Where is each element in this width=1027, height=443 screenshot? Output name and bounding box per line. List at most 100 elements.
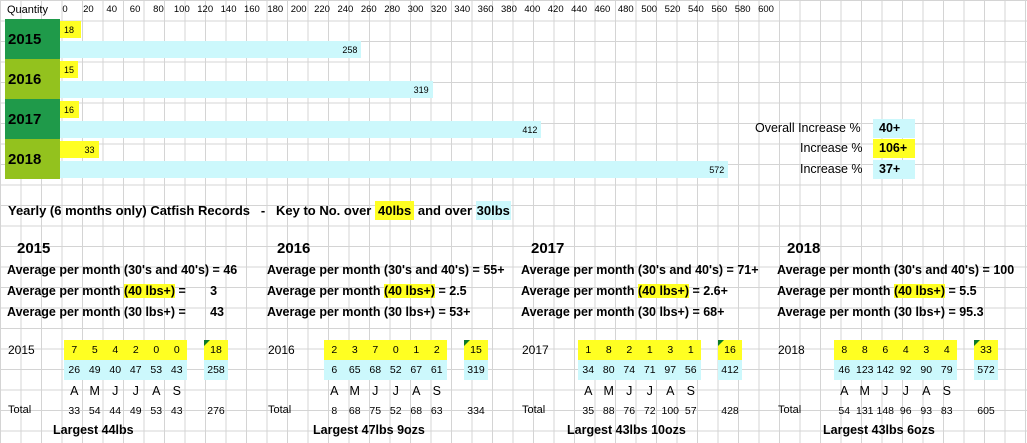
bar-data-label: 258 xyxy=(342,44,358,55)
key-prefix: Yearly (6 months only) Catfish Records -… xyxy=(8,202,375,218)
bar-data-label: 16 xyxy=(64,104,75,115)
axis-tick: 400 xyxy=(524,4,541,15)
over40-cell: 3 xyxy=(660,340,681,360)
over30-total: 412 xyxy=(718,360,742,380)
bar-over-30lbs: 572 xyxy=(60,161,729,178)
axis-tick: 360 xyxy=(477,4,494,15)
month-cell: J xyxy=(646,384,653,398)
axis-tick: 320 xyxy=(430,4,447,15)
axis-tick: 520 xyxy=(664,4,681,15)
avg-40-highlight: (40 lbs+) xyxy=(893,284,945,298)
comment-flag-icon xyxy=(464,340,470,346)
grand-total: 334 xyxy=(467,405,485,417)
month-cell: S xyxy=(942,384,951,398)
bar-over-40lbs: 16 xyxy=(60,101,79,118)
axis-tick: 0 xyxy=(62,4,68,15)
over30-cell: 52 xyxy=(385,360,406,380)
axis-tick: 140 xyxy=(220,4,237,15)
over40-cell: 4 xyxy=(895,340,916,360)
avg-40-line: Average per month (40 lbs+) = 5.5 xyxy=(777,281,977,301)
avg-40-highlight: (40 lbs+) xyxy=(383,284,435,298)
total-cell: 35 xyxy=(582,405,595,417)
over40-cell: 2 xyxy=(426,340,447,360)
panel-year-title: 2016 xyxy=(277,240,311,257)
axis-tick: 280 xyxy=(384,4,401,15)
month-cell: A xyxy=(330,384,339,398)
key-40lbs: 40lbs xyxy=(374,200,415,220)
over40-total: 18 xyxy=(204,340,228,360)
over40-cell: 7 xyxy=(365,340,386,360)
axis-tick: 340 xyxy=(454,4,471,15)
avg-40-value: = 2.6+ xyxy=(689,284,728,298)
comment-flag-icon xyxy=(718,340,724,346)
month-cell: A xyxy=(584,384,593,398)
month-cell: M xyxy=(349,384,360,398)
row-year-label: 2016 xyxy=(268,343,295,357)
total-cell: 43 xyxy=(170,405,183,417)
row-year-label: 2015 xyxy=(8,343,35,357)
over40-cell: 6 xyxy=(875,340,896,360)
over40-cell: 8 xyxy=(854,340,875,360)
over40-cell: 4 xyxy=(936,340,957,360)
avg-40-prefix: Average per month xyxy=(521,284,638,298)
bar-data-label: 15 xyxy=(64,64,75,75)
increase-label-2018a: Increase % xyxy=(800,141,863,155)
increase-value-2018b: 37+ xyxy=(873,160,915,179)
over30-row: 26 49 40 47 53 43 xyxy=(64,360,187,380)
largest-fish: Largest 44lbs xyxy=(53,423,134,437)
over30-cell: 47 xyxy=(125,360,146,380)
over30-cell: 6 xyxy=(324,360,345,380)
over30-cell: 53 xyxy=(146,360,167,380)
axis-tick: 540 xyxy=(687,4,704,15)
largest-fish: Largest 47lbs 9ozs xyxy=(313,423,425,437)
bar-over-30lbs: 412 xyxy=(60,121,542,138)
month-cell: S xyxy=(172,384,181,398)
month-cell: S xyxy=(432,384,441,398)
axis-tick: 460 xyxy=(594,4,611,15)
year-label-cell: 2016 xyxy=(5,59,60,99)
comment-flag-icon xyxy=(974,340,980,346)
avg-total-line: Average per month (30's and 40's) = 71+ xyxy=(521,263,759,277)
axis-tick: 220 xyxy=(314,4,330,15)
over30-total: 319 xyxy=(464,360,488,380)
total-cell: 53 xyxy=(150,405,163,417)
month-cell: M xyxy=(859,384,870,398)
axis-tick: 240 xyxy=(337,4,354,15)
over30-cell: 40 xyxy=(105,360,126,380)
axis-tick: 80 xyxy=(153,4,164,15)
row-year-label: 2018 xyxy=(778,343,805,357)
increase-value-2017: 40+ xyxy=(873,119,915,138)
row-year-label: 2017 xyxy=(522,343,549,357)
over30-cell: 56 xyxy=(680,360,701,380)
total-cell: 52 xyxy=(389,405,402,417)
month-cell: J xyxy=(112,384,119,398)
bar-data-label: 18 xyxy=(64,24,75,35)
over30-cell: 34 xyxy=(578,360,599,380)
panel-year-title: 2017 xyxy=(531,240,565,257)
axis-tick: 180 xyxy=(267,4,284,15)
over40-cell: 2 xyxy=(125,340,146,360)
over30-cell: 92 xyxy=(895,360,916,380)
total-cell: 75 xyxy=(369,405,382,417)
month-cell: A xyxy=(840,384,849,398)
bar-over-40lbs: 15 xyxy=(60,61,78,78)
comment-flag-icon xyxy=(204,340,210,346)
avg-40-highlight: (40 lbs+) xyxy=(123,284,175,298)
total-cell: 44 xyxy=(109,405,122,417)
over40-cell: 1 xyxy=(639,340,660,360)
bar-over-40lbs: 18 xyxy=(60,21,82,38)
avg-40-prefix: Average per month xyxy=(7,284,124,298)
avg-40-value: = 3 xyxy=(175,284,218,298)
over30-cell: 61 xyxy=(426,360,447,380)
axis-tick: 160 xyxy=(243,4,260,15)
month-cell: J xyxy=(372,384,379,398)
total-cell: 100 xyxy=(661,405,680,417)
total-cell: 54 xyxy=(88,405,101,417)
total-cell: 63 xyxy=(430,405,443,417)
over30-cell: 80 xyxy=(598,360,619,380)
total-cell: 8 xyxy=(331,405,338,417)
